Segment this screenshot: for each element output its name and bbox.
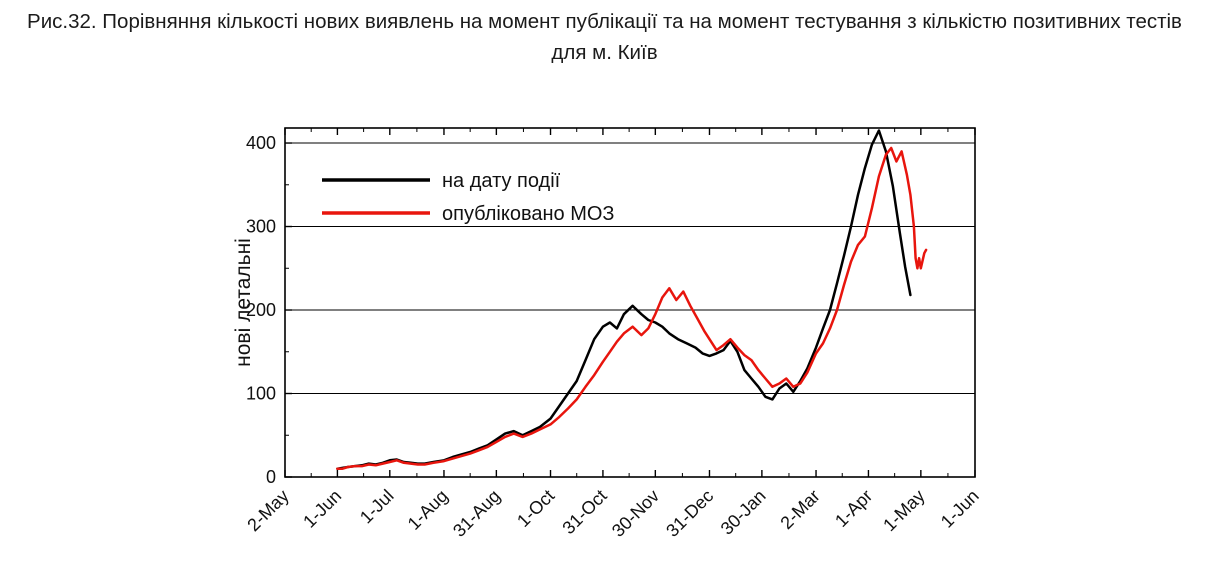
x-tick-label: 1-Jul [356,486,398,528]
legend-label-1: опубліковано МОЗ [442,203,615,225]
y-tick-label: 200 [246,300,276,320]
y-tick-label: 0 [266,467,276,487]
gridlines [285,142,975,395]
figure-caption: Рис.32. Порівняння кількості нових виявл… [27,10,1182,64]
y-tick-label: 400 [246,133,276,153]
legend-label-0: на дату події [442,170,561,192]
x-tick-label: 30-Jan [717,486,770,539]
x-tick-label: 31-Oct [558,486,610,538]
x-tick-label: 1-Aug [404,486,452,534]
x-tick-label: 2-May [243,486,293,536]
y-tick-label: 300 [246,217,276,237]
series-line-1 [336,146,928,470]
y-axis: 0 100 200 300 400 [246,133,292,487]
plot-border [284,127,976,478]
x-tick-label: 31-Dec [662,486,717,541]
x-tick-label: 1-May [879,486,929,536]
x-tick-label: 1-Oct [513,486,558,531]
y-axis-title: нові летальні [232,238,255,367]
y-tick-label: 100 [246,384,276,404]
legend: на дату події опубліковано МОЗ [322,170,615,225]
x-tick-label: 1-Apr [831,486,876,531]
x-tick-label: 2-Mar [776,486,823,533]
x-tick-label: 31-Aug [449,486,504,541]
x-tick-label: 1-Jun [299,486,345,532]
x-tick-label: 30-Nov [608,486,663,541]
x-tick-label: 1-Jun [937,486,983,532]
